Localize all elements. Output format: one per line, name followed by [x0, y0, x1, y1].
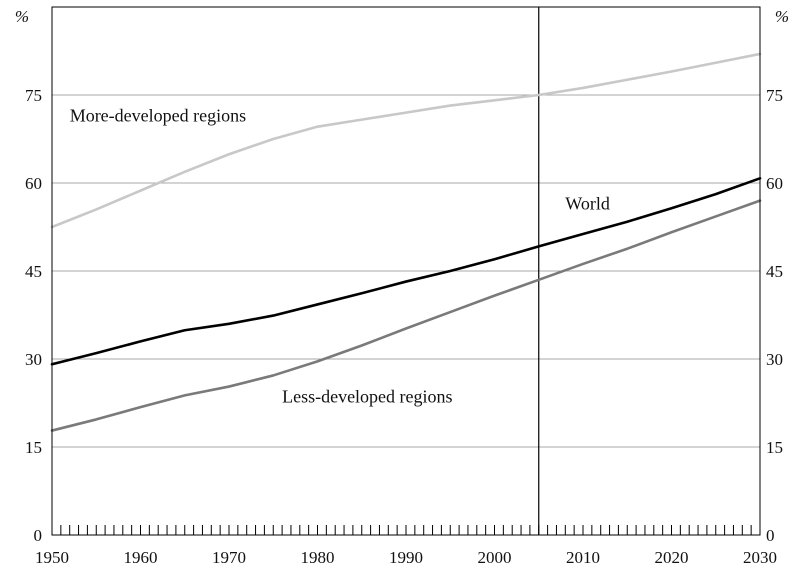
series-label-more-developed: More-developed regions: [70, 106, 246, 126]
x-tick-label-2020: 2020: [655, 548, 689, 567]
y-tick-label-left-45: 45: [25, 262, 42, 281]
y-unit-left-label: %: [15, 7, 29, 26]
y-tick-label-right-0: 0: [766, 526, 775, 545]
x-tick-label-1980: 1980: [301, 548, 335, 567]
plot-frame: [51, 6, 761, 536]
x-tick-label-2030: 2030: [743, 548, 777, 567]
x-tick-label-2010: 2010: [566, 548, 600, 567]
minor-x-ticks: [51, 525, 761, 535]
y-tick-label-right-75: 75: [766, 86, 783, 105]
series-label-world: World: [565, 194, 610, 214]
y-tick-label-right-30: 30: [766, 350, 783, 369]
x-tick-label-1950: 1950: [35, 548, 69, 567]
series-line-world: [50, 177, 762, 366]
x-tick-labels: 1950 1960 1970 1980 1990 2000 2010 2020 2030: [35, 548, 777, 567]
y-tick-labels-right: 0 15 30 45 60 75: [766, 86, 783, 545]
y-tick-label-left-0: 0: [34, 526, 43, 545]
series-line-less-developed-regions: [50, 199, 762, 432]
horizontal-gridlines: [52, 94, 760, 448]
y-tick-label-right-60: 60: [766, 174, 783, 193]
series-line-more-developed-regions: [50, 52, 762, 229]
x-tick-label-1990: 1990: [389, 548, 423, 567]
series-lines: [50, 52, 762, 432]
y-tick-label-left-30: 30: [25, 350, 42, 369]
y-tick-label-right-15: 15: [766, 438, 783, 457]
y-tick-label-right-45: 45: [766, 262, 783, 281]
x-tick-label-2000: 2000: [478, 548, 512, 567]
y-tick-label-left-15: 15: [25, 438, 42, 457]
series-label-less-developed: Less-developed regions: [282, 387, 452, 407]
y-unit-right-label: %: [775, 7, 789, 26]
y-tick-labels-left: 0 15 30 45 60 75: [25, 86, 42, 545]
x-tick-label-1960: 1960: [124, 548, 158, 567]
y-tick-label-left-60: 60: [25, 174, 42, 193]
x-tick-label-1970: 1970: [212, 548, 246, 567]
y-tick-label-left-75: 75: [25, 86, 42, 105]
